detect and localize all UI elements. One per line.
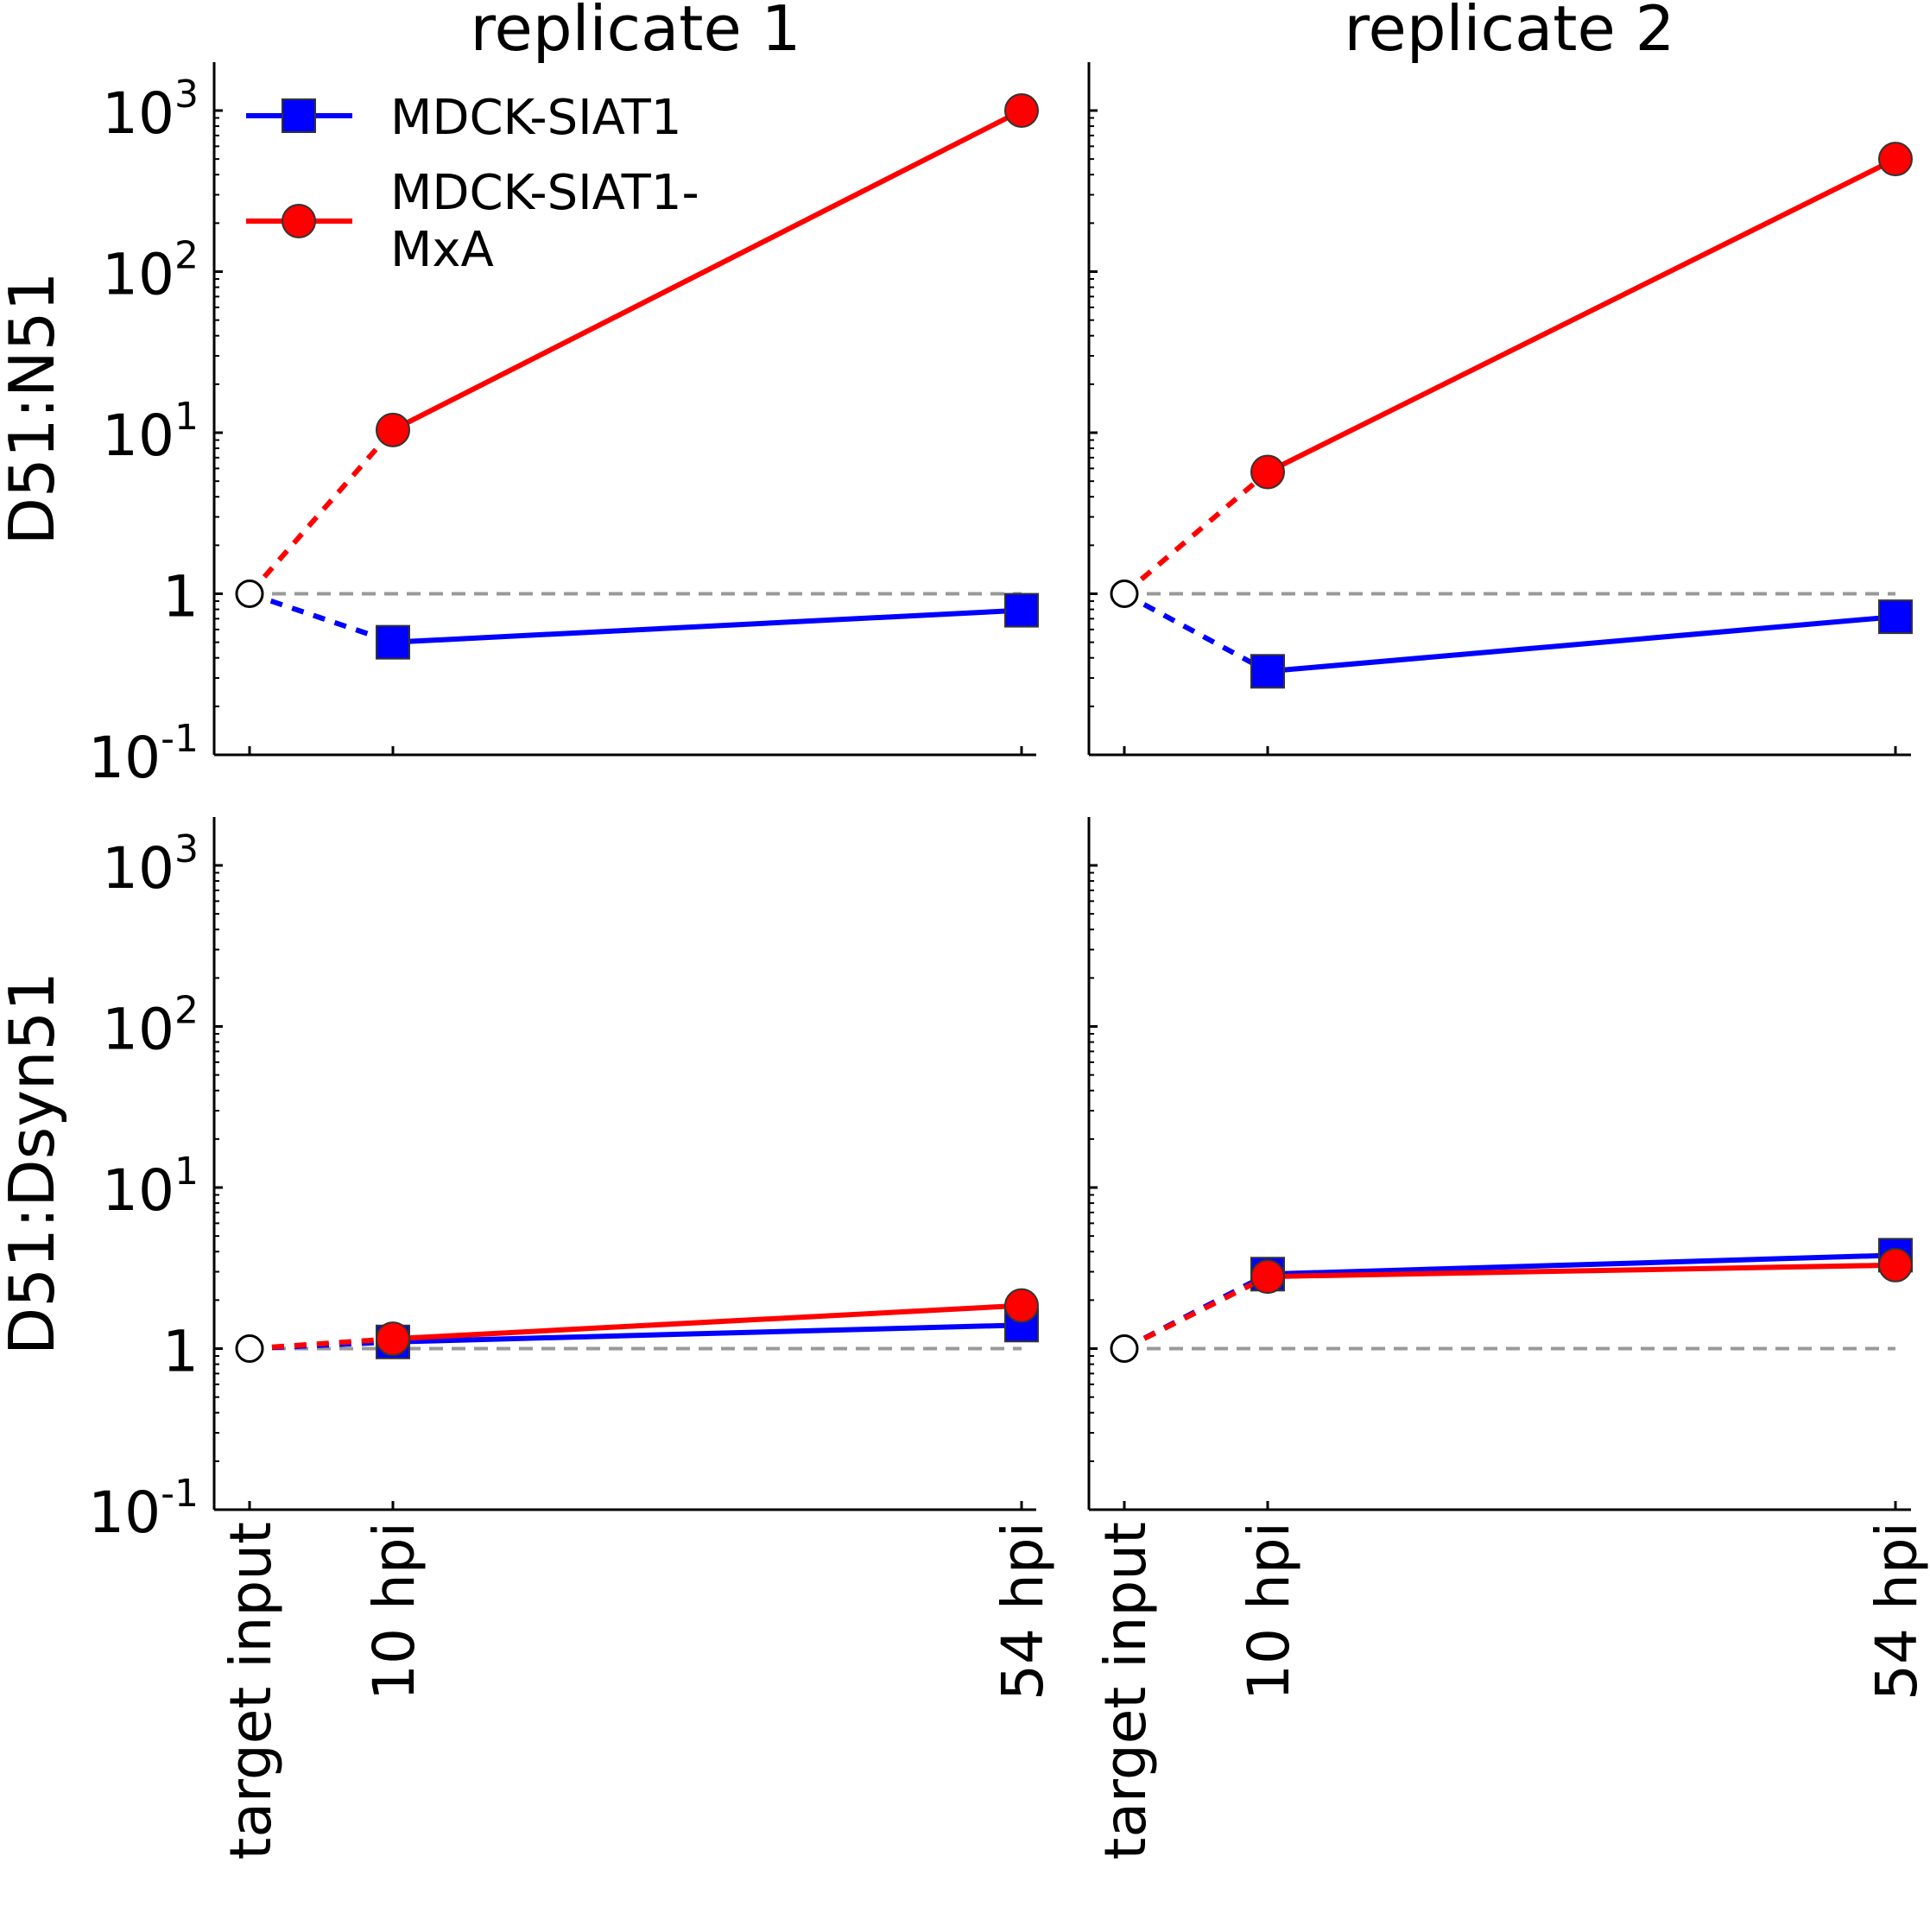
series-mdck-siat1-mxa — [1123, 1247, 1913, 1352]
series-mdck-siat1-mxa — [249, 1288, 1039, 1357]
series-dashed-segment — [247, 428, 395, 596]
y-tick-label-base: 10 — [102, 1157, 174, 1224]
series-line — [392, 607, 1022, 645]
x-tick-label-10-hpi: 10 hpi — [1236, 1522, 1302, 1701]
y-tick-label-100: 102 — [102, 989, 199, 1063]
panel-r1-c2 — [1087, 62, 1913, 757]
data-point-10-hpi — [376, 412, 410, 447]
x-tick-label-54-hpi: 54 hpi — [990, 1522, 1056, 1701]
column-title-2: replicate 2 — [1345, 0, 1675, 65]
data-point-10-hpi — [1250, 654, 1285, 689]
data-point-54-hpi — [1004, 592, 1039, 628]
series-mdck-siat1-mxa — [247, 93, 1039, 596]
x-tick-label-target-input: target input — [218, 1522, 284, 1859]
series-mdck-siat1 — [1123, 1238, 1913, 1352]
data-point-10-hpi — [1250, 1259, 1285, 1295]
input-marker — [235, 1334, 264, 1363]
x-tick-label-10-hpi: 10 hpi — [361, 1522, 427, 1701]
series-dashed-segment — [249, 591, 394, 645]
y-tick-label-base: 10 — [88, 1479, 161, 1546]
legend-marker-circle — [282, 204, 316, 238]
series-line — [1267, 1252, 1896, 1277]
y-tick-label-exponent: 2 — [174, 234, 199, 278]
series-mdck-siat1 — [249, 1308, 1039, 1359]
row-label-d51-dsyn51: D51:Dsyn51 — [0, 972, 68, 1355]
series-mdck-siat1 — [1123, 591, 1913, 689]
series-line — [391, 108, 1023, 433]
data-point-54-hpi — [1878, 599, 1913, 635]
legend-label: MDCK-SIAT1- — [390, 165, 699, 221]
input-marker — [1110, 580, 1139, 608]
y-tick-label-base: 10 — [102, 835, 174, 902]
y-tick-label-100: 102 — [102, 234, 199, 308]
data-point-54-hpi — [1004, 93, 1039, 128]
y-tick-label-exponent: -1 — [161, 1472, 199, 1516]
series-dashed-segment — [1123, 470, 1269, 596]
data-point-54-hpi — [1004, 1288, 1039, 1323]
series-dashed-segment — [1123, 1274, 1269, 1352]
data-point-54-hpi — [1878, 1247, 1913, 1283]
y-tick-label-1: 1 — [162, 1319, 199, 1385]
y-tick-label-exponent: 1 — [174, 395, 199, 439]
series-line — [392, 1322, 1022, 1345]
series-mdck-siat1 — [249, 591, 1039, 660]
input-marker — [1110, 1334, 1139, 1363]
y-tick-label-1000: 103 — [102, 827, 199, 902]
y-tick-label-base: 10 — [102, 402, 174, 469]
series-line — [1266, 156, 1897, 475]
legend-entry-1: MDCK-SIAT1 — [246, 90, 681, 146]
input-marker — [235, 580, 264, 608]
data-point-54-hpi — [1878, 142, 1913, 177]
y-tick-label-exponent: -1 — [161, 717, 199, 761]
y-tick-label-base: 10 — [102, 80, 174, 147]
legend-label: MxA — [390, 222, 494, 278]
legend-entry-2: MDCK-SIAT1-MxA — [246, 165, 699, 278]
data-point-10-hpi — [376, 624, 410, 660]
y-tick-label-1: 1 — [162, 564, 199, 630]
y-tick-label-10: 101 — [102, 395, 199, 469]
y-tick-label-base: 10 — [88, 725, 161, 791]
y-tick-label-exponent: 3 — [174, 827, 199, 871]
panel-r2-c2: target input 10 hpi 54 hpi — [1087, 817, 1930, 1859]
x-tick-label-target-input: target input — [1092, 1522, 1159, 1859]
y-tick-label-base: 10 — [102, 997, 174, 1063]
y-tick-label-exponent: 1 — [174, 1150, 199, 1194]
y-tick-label-0-1: 10-1 — [88, 717, 199, 791]
y-tick-label-1000: 103 — [102, 73, 199, 147]
data-point-10-hpi — [1250, 454, 1285, 490]
row-label-d51-n51: D51:N51 — [0, 272, 68, 546]
y-tick-label-base: 10 — [102, 242, 174, 308]
series-dashed-segment — [1123, 591, 1269, 674]
series-line — [1267, 614, 1896, 675]
series-line — [1267, 1262, 1896, 1280]
data-point-10-hpi — [376, 1321, 410, 1357]
x-tick-label-54-hpi: 54 hpi — [1864, 1522, 1930, 1701]
legend-label: MDCK-SIAT1 — [390, 90, 681, 146]
series-line — [392, 1302, 1022, 1342]
series-dashed-segment — [249, 1336, 394, 1352]
column-title-1: replicate 1 — [471, 0, 801, 65]
y-tick-label-0-1: 10-1 — [88, 1472, 199, 1546]
legend: MDCK-SIAT1 MDCK-SIAT1-MxA — [246, 90, 699, 278]
series-mdck-siat1-mxa — [1123, 142, 1913, 596]
y-tick-label-exponent: 3 — [174, 73, 199, 117]
legend-marker-square — [282, 98, 316, 133]
y-tick-label-10: 101 — [102, 1150, 199, 1224]
y-tick-label-exponent: 2 — [174, 989, 199, 1033]
